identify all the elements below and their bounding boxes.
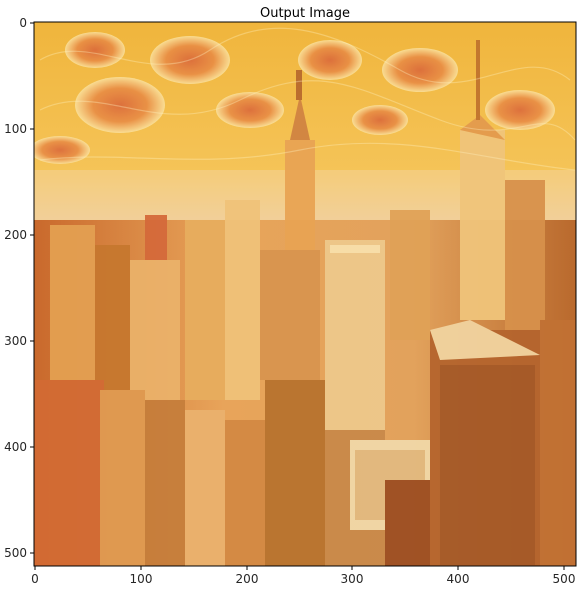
y-axis: 0 100 200 300 400 500 [4,16,34,560]
y-tick-label: 0 [19,16,27,30]
x-tick-label: 400 [447,572,470,586]
axes-frame [33,21,577,567]
y-tick-label: 300 [4,334,27,348]
y-tick-label: 200 [4,228,27,242]
output-image [34,22,576,566]
x-tick-label: 300 [341,572,364,586]
y-tick-label: 100 [4,122,27,136]
x-tick-label: 200 [236,572,259,586]
figure-title: Output Image [260,6,350,21]
y-tick-label: 400 [4,440,27,454]
x-axis: 0 100 200 300 400 500 [31,566,575,586]
y-tick-label: 500 [4,546,27,560]
x-tick-label: 0 [31,572,39,586]
x-tick-label: 500 [553,572,576,586]
x-tick-label: 100 [130,572,153,586]
